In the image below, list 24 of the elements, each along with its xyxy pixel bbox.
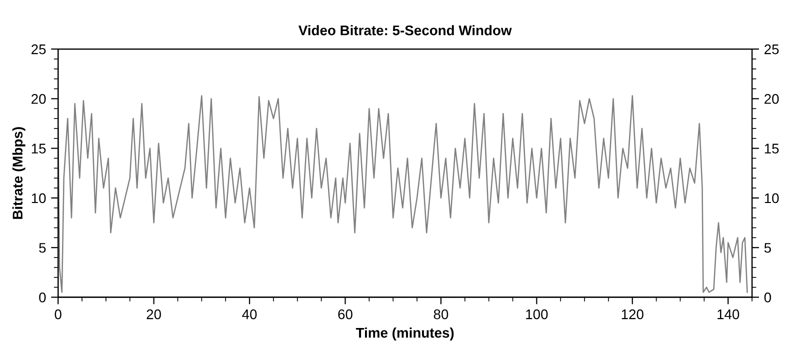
y-tick-label: 5 <box>39 243 46 253</box>
line-series <box>58 95 748 293</box>
y-tick-label: 15 <box>32 144 46 154</box>
y-tick-label: 0 <box>39 292 46 302</box>
x-tick-label: 140 <box>718 309 740 320</box>
y2-tick-label: 25 <box>764 44 779 54</box>
x-tick-label: 80 <box>434 309 448 320</box>
x-tick-label: 120 <box>622 309 644 320</box>
y2-tick-label: 15 <box>764 144 779 154</box>
x-tick-label: 0 <box>54 309 62 320</box>
x-tick-label: 60 <box>338 309 352 320</box>
y-tick-label: 10 <box>32 193 46 204</box>
y2-tick-label: 10 <box>764 193 779 204</box>
x-tick-label: 20 <box>146 309 161 320</box>
y-tick-label: 25 <box>32 44 46 54</box>
x-axis-title: Time (minutes) <box>356 328 454 340</box>
y-tick-label: 20 <box>32 94 46 104</box>
x-tick-label: 40 <box>242 309 257 320</box>
y2-tick-label: 5 <box>764 243 771 253</box>
y2-tick-label: 0 <box>764 292 772 302</box>
y2-tick-label: 20 <box>764 94 779 104</box>
y-axis-title: Bitrate (Mbps) <box>12 127 26 219</box>
x-tick-label: 100 <box>526 309 548 320</box>
chart-title: Video Bitrate: 5-Second Window <box>298 25 512 36</box>
